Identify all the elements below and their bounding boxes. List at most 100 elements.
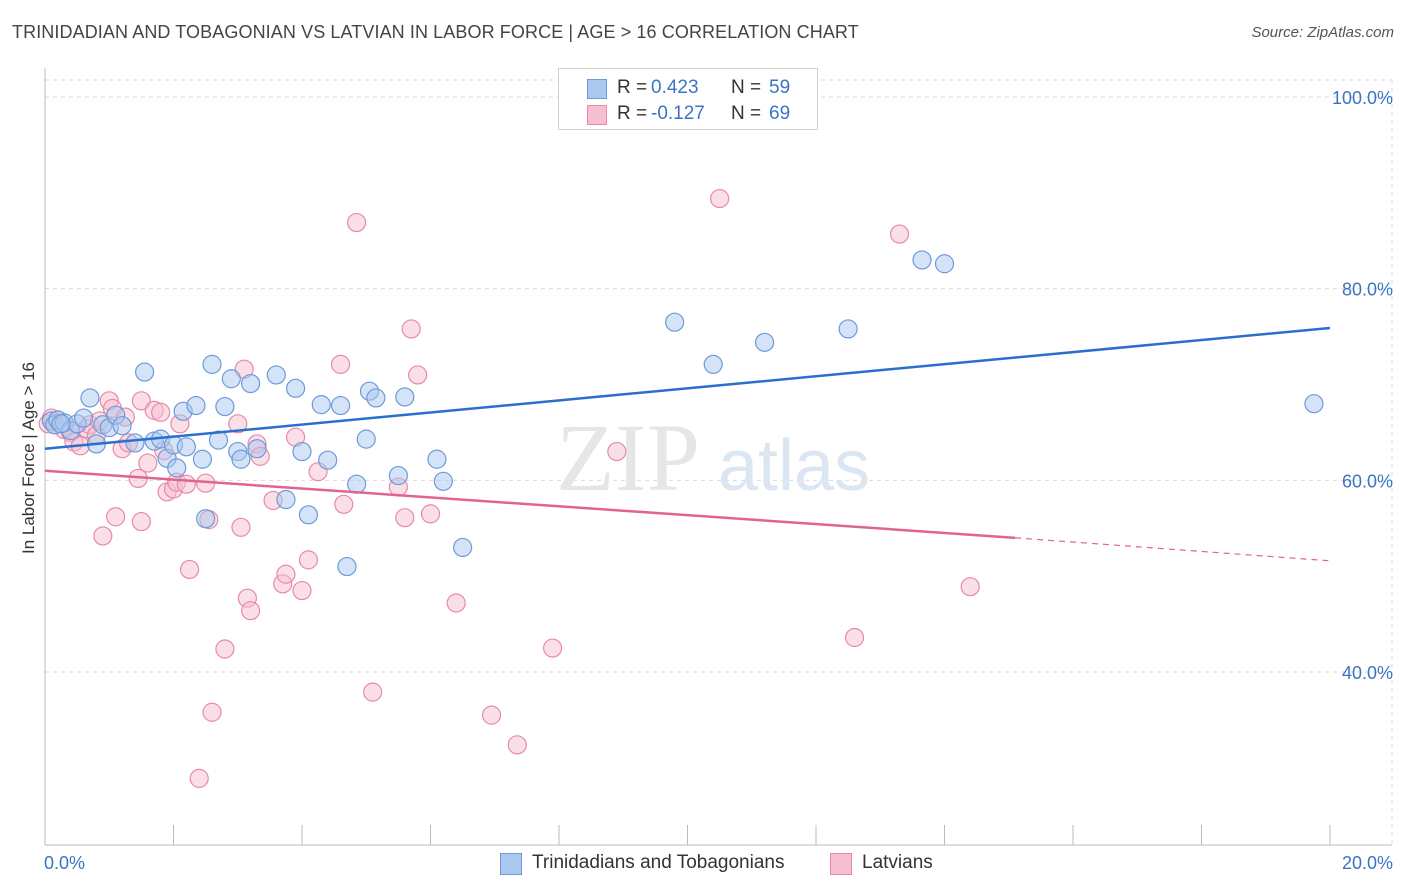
stats-row-pink: R = -0.127 N = 69 — [559, 103, 817, 127]
latvians-point — [292, 580, 312, 601]
latvians-point — [138, 453, 158, 473]
trinidadians-point — [703, 354, 723, 374]
trinidadians-point — [330, 395, 351, 416]
latvians-point — [131, 511, 151, 532]
trinidadians-point — [112, 416, 132, 436]
latvians-point — [889, 224, 910, 244]
trinidadians-point — [347, 474, 367, 494]
trend-line-trinidadians — [44, 326, 1331, 450]
watermark-atlas: atlas — [718, 426, 870, 506]
x-tick-label-min: 0.0% — [44, 853, 85, 873]
y-tick-label-100: 100.0% — [1332, 88, 1393, 108]
trinidadians-point — [247, 439, 267, 459]
trinidadians-point — [266, 365, 286, 385]
latvians-point — [276, 564, 296, 584]
latvians-point — [507, 735, 527, 755]
latvians-point — [395, 508, 415, 528]
trinidadians-point — [356, 429, 376, 449]
latvians-point — [347, 212, 367, 233]
trinidadians-point — [276, 489, 296, 510]
trinidadians-point — [838, 319, 858, 339]
latvians-point — [179, 559, 200, 580]
watermark: ZIP atlas — [556, 404, 870, 511]
stats-swatch-pink — [587, 105, 607, 125]
stats-swatch-blue — [587, 79, 607, 99]
trinidadians-point — [366, 388, 386, 408]
latvians-point — [844, 627, 865, 648]
latvians-point — [93, 526, 113, 546]
trinidadians-point — [202, 354, 222, 374]
trinidadians-point — [285, 378, 306, 398]
trend-lines — [44, 326, 1331, 562]
latvians-point — [401, 319, 421, 339]
latvians-point — [131, 391, 151, 411]
latvians-point — [330, 354, 351, 374]
r-key: R = — [617, 103, 648, 124]
n-key: N = — [731, 77, 762, 98]
latvians-point — [298, 550, 319, 570]
trinidadians-point — [665, 312, 685, 332]
latvians-point — [481, 705, 502, 725]
chart-title: TRINIDADIAN AND TOBAGONIAN VS LATVIAN IN… — [12, 22, 859, 42]
r-key: R = — [617, 77, 648, 98]
trinidadians-point — [208, 430, 229, 450]
trinidadians-point — [311, 395, 331, 415]
trinidadians-point — [934, 254, 955, 274]
r-value: -0.127 — [651, 103, 705, 124]
n-value: 59 — [769, 77, 791, 98]
trinidadians-point — [186, 395, 206, 416]
trinidadians-point — [433, 471, 453, 491]
trinidadians-point — [292, 441, 312, 462]
latvians-point — [446, 593, 466, 613]
trinidadians-point — [196, 509, 216, 529]
x-tick-label-max: 20.0% — [1342, 853, 1393, 873]
trend-line-latvians-extrapolated — [1015, 537, 1331, 562]
series-trinidadians-points — [41, 250, 1324, 577]
latvians-point — [202, 702, 222, 722]
n-key: N = — [731, 103, 762, 124]
trinidadians-point — [427, 449, 447, 469]
trinidadians-point — [318, 450, 338, 470]
legend-label: Latvians — [862, 852, 933, 873]
y-tick-label-40: 40.0% — [1342, 663, 1393, 683]
latvians-point — [607, 441, 627, 462]
trinidadians-point — [176, 437, 196, 457]
latvians-point — [106, 507, 126, 527]
trinidadians-point — [298, 505, 319, 525]
stats-row-blue: R = 0.423 N = 59 — [559, 77, 817, 101]
latvians-point — [176, 474, 196, 494]
trinidadians-point — [192, 449, 213, 469]
chart-source: Source: ZipAtlas.com — [1251, 24, 1394, 41]
latvians-point — [231, 517, 251, 537]
trend-line-latvians — [44, 469, 1016, 540]
trinidadians-point — [337, 556, 357, 577]
legend-swatch-blue — [500, 853, 522, 875]
latvians-point — [710, 188, 730, 209]
trinidadians-point — [912, 250, 932, 270]
trinidadians-point — [215, 396, 235, 417]
trinidadians-point — [231, 449, 251, 469]
legend-swatch-pink — [830, 853, 852, 875]
latvians-point — [241, 601, 261, 621]
trinidadians-point — [80, 388, 100, 408]
trinidadians-point — [125, 433, 145, 453]
trinidadians-point — [395, 387, 415, 407]
latvians-point — [334, 494, 354, 514]
trinidadians-point — [73, 408, 94, 428]
latvians-point — [960, 577, 980, 597]
latvians-point — [189, 768, 209, 788]
tick-labels: 40.0% 60.0% 80.0% 100.0% 0.0% 20.0% — [44, 88, 1393, 873]
latvians-point — [408, 365, 428, 385]
n-value: 69 — [769, 103, 791, 124]
r-value: 0.423 — [651, 77, 699, 98]
y-axis-label: In Labor Force | Age > 16 — [19, 362, 38, 554]
trinidadians-point — [167, 458, 187, 478]
y-tick-label-60: 60.0% — [1342, 471, 1393, 491]
latvians-point — [542, 638, 563, 658]
trinidadians-point — [221, 369, 241, 389]
watermark-zip: ZIP — [556, 404, 700, 511]
y-tick-label-80: 80.0% — [1342, 280, 1393, 300]
trinidadians-point — [1304, 394, 1324, 414]
latvians-point — [363, 682, 383, 702]
